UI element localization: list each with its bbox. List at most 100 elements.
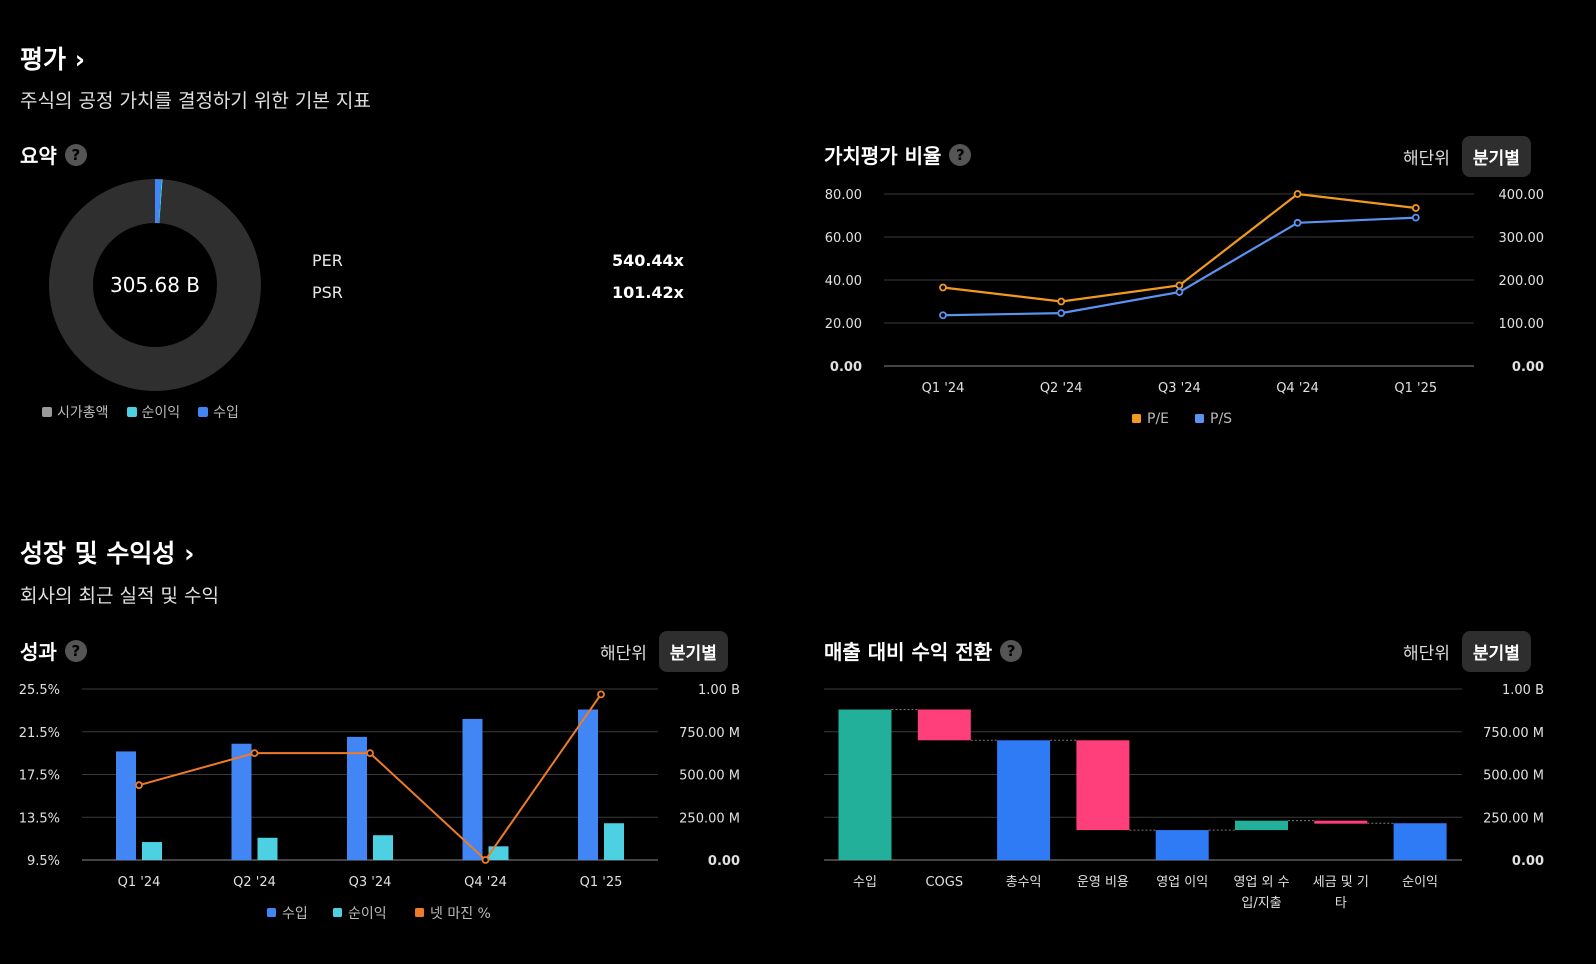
y-left-tick-label: 60.00: [825, 231, 862, 246]
legend-swatch: [42, 407, 52, 417]
legend-label-pe: P/E: [1147, 411, 1169, 427]
y-tick-label: 0.00: [1512, 854, 1544, 869]
x-tick-label: Q2 '24: [233, 875, 276, 890]
y-right-tick-label: 300.00: [1499, 231, 1545, 246]
y-left-tick-label: 13.5%: [19, 811, 60, 826]
quarterly-toggle-button[interactable]: 분기별: [1461, 136, 1531, 177]
waterfall-increase-bar: [1235, 820, 1288, 831]
valuation-section-subtitle: 주식의 공정 가치를 결정하기 위한 기본 지표: [20, 90, 371, 112]
help-icon[interactable]: ?: [949, 143, 972, 166]
help-icon[interactable]: ?: [64, 639, 87, 662]
y-right-tick-label: 750.00 M: [679, 726, 740, 741]
help-icon[interactable]: ?: [64, 143, 87, 166]
data-point-pe: [1175, 281, 1184, 290]
growth-section-title[interactable]: 성장 및 수익성 ›: [20, 539, 195, 568]
y-right-tick-label: 100.00: [1499, 317, 1545, 332]
y-left-tick-label: 17.5%: [19, 769, 60, 784]
legend-label: 수입: [282, 906, 308, 922]
y-right-tick-label: 0.00: [708, 854, 740, 869]
waterfall-decrease-bar: [1314, 820, 1368, 824]
performance-period-toggle: 해단위 분기별: [600, 631, 728, 672]
y-left-tick-label: 9.5%: [27, 854, 60, 869]
y-left-tick-label: 40.00: [825, 274, 862, 289]
x-tick-label: COGS: [925, 875, 963, 890]
x-tick-label: Q4 '24: [464, 875, 507, 890]
net-income-bar: [142, 842, 162, 860]
net-income-bar: [257, 837, 278, 860]
x-tick-label: 순이익: [1402, 875, 1438, 890]
x-tick-label: Q1 '25: [1394, 381, 1437, 396]
waterfall-decrease-bar: [917, 709, 971, 741]
y-left-tick-label: 20.00: [825, 317, 862, 332]
quarterly-toggle-button[interactable]: 분기별: [658, 631, 728, 672]
legend-label: 넷 마진 %: [430, 906, 491, 922]
per-label: PER: [312, 251, 343, 270]
summary-donut-chart: [49, 179, 261, 391]
performance-card-title: 성과 ?: [20, 636, 87, 665]
summary-card-title: 요약 ?: [20, 140, 87, 169]
legend-swatch: [198, 407, 209, 417]
per-value: 540.44x: [611, 251, 684, 270]
donut-legend: 시가총액 순이익 수입: [42, 402, 239, 422]
revenue-bar: [347, 736, 367, 860]
y-right-tick-label: 250.00 M: [679, 811, 740, 826]
data-point-pe: [1411, 204, 1420, 212]
legend-swatch: [333, 908, 342, 917]
y-tick-label: 1.00 B: [1502, 683, 1544, 698]
annual-toggle-button[interactable]: 해단위: [1403, 149, 1450, 169]
x-tick-label: 입/지출: [1241, 896, 1281, 911]
x-tick-label: Q3 '24: [349, 875, 392, 890]
data-point-ps: [1411, 213, 1420, 222]
net-margin-point: [366, 749, 374, 758]
legend-swatch: [1132, 414, 1141, 423]
ratios-period-toggle: 해단위 분기별: [1403, 136, 1531, 177]
legend-swatch: [1195, 414, 1204, 423]
net-margin-point: [135, 781, 143, 790]
x-tick-label: 운영 비용: [1077, 875, 1129, 890]
donut-slice-market-cap: [49, 179, 261, 391]
data-point-ps: [1175, 288, 1184, 296]
net-margin-line: [138, 693, 602, 862]
legend-item-net-income[interactable]: 순이익: [126, 402, 180, 422]
legend-swatch: [126, 407, 137, 417]
net-margin-point: [481, 856, 490, 864]
legend-label: 순이익: [348, 906, 387, 922]
net-income-bar: [488, 846, 509, 860]
performance-chart: 9.5% 0.00 13.5% 250.00 M 17.5% 500.00 M 21.5% 7…: [19, 683, 740, 922]
revenue-bar: [116, 751, 136, 860]
help-icon[interactable]: ?: [1000, 639, 1023, 662]
x-tick-label: Q2 '24: [1040, 381, 1083, 396]
net-margin-point: [250, 749, 259, 758]
data-point-ps: [1057, 309, 1066, 318]
annual-toggle-button[interactable]: 해단위: [600, 644, 647, 664]
revenue-bar: [462, 718, 483, 860]
growth-section-subtitle: 회사의 최근 실적 및 수익: [20, 585, 219, 607]
conversion-period-toggle: 해단위 분기별: [1403, 631, 1531, 672]
x-tick-label: 세금 및 기: [1313, 875, 1369, 890]
x-tick-label: Q1 '24: [922, 381, 965, 396]
legend-item-market-cap[interactable]: 시가총액: [42, 402, 109, 422]
x-tick-label: Q1 '25: [580, 875, 623, 890]
data-point-pe: [939, 283, 947, 292]
x-tick-label: 타: [1335, 896, 1347, 911]
y-left-tick-label: 80.00: [825, 188, 862, 203]
y-left-tick-label: 0.00: [830, 360, 862, 375]
y-tick-label: 750.00 M: [1483, 726, 1544, 741]
y-left-tick-label: 21.5%: [19, 726, 60, 741]
psr-label: PSR: [312, 283, 343, 302]
chevron-right-icon: ›: [74, 45, 86, 74]
annual-toggle-button[interactable]: 해단위: [1403, 644, 1450, 664]
y-right-tick-label: 200.00: [1499, 274, 1545, 289]
revenue-bar: [231, 743, 252, 860]
ratios-card-title: 가치평가 비율 ?: [824, 140, 972, 169]
net-income-bar: [604, 823, 624, 860]
x-tick-label: Q3 '24: [1158, 381, 1201, 396]
legend-item-revenue[interactable]: 수입: [198, 402, 239, 422]
quarterly-toggle-button[interactable]: 분기별: [1461, 631, 1531, 672]
waterfall-decrease-bar: [1076, 740, 1130, 831]
revenue-bar: [578, 709, 598, 860]
net-margin-point: [597, 690, 605, 699]
waterfall-total-bar: [1393, 823, 1447, 860]
valuation-section-title[interactable]: 평가 ›: [20, 45, 86, 74]
revenue-conversion-chart: 0.00 250.00 M 500.00 M 750.00 M 1.00 B 수입 COGS…: [824, 683, 1544, 911]
